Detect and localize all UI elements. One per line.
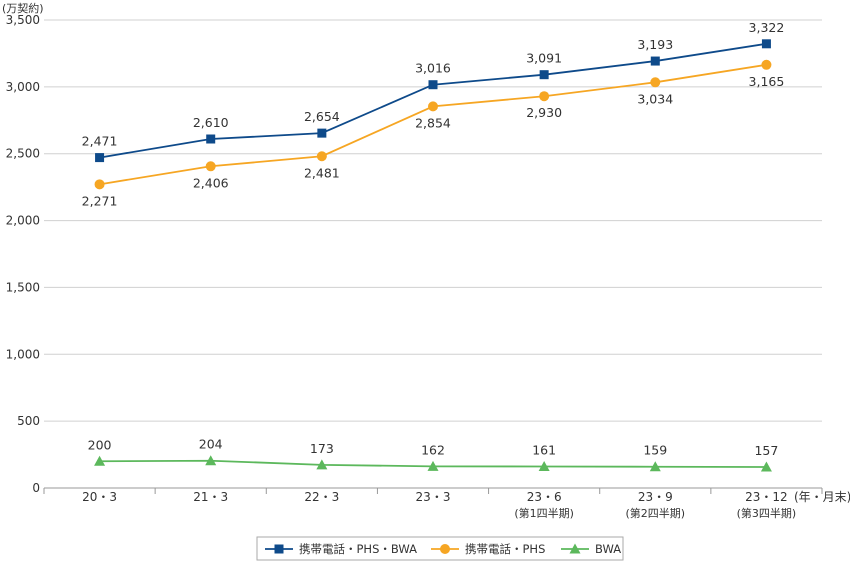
x-tick-label: 20・3: [82, 490, 117, 504]
data-label: 3,034: [637, 91, 673, 106]
x-tick-label: 23・3: [416, 490, 451, 504]
data-point: [206, 134, 216, 144]
data-point: [649, 461, 661, 472]
data-point: [316, 459, 328, 470]
y-tick-label: 500: [17, 414, 40, 428]
legend-marker: [569, 543, 581, 554]
data-label: 3,193: [637, 37, 673, 52]
data-label: 157: [754, 443, 778, 458]
x-tick-label: 21・3: [193, 490, 228, 504]
data-label: 2,481: [304, 165, 340, 180]
x-tick-label: 23・12: [745, 490, 788, 504]
data-label: 200: [88, 437, 112, 452]
data-point: [427, 460, 439, 471]
legend-item: 携帯電話・PHS: [431, 542, 545, 556]
data-label: 159: [643, 443, 667, 458]
data-point: [94, 455, 106, 466]
data-point: [205, 161, 216, 172]
data-point: [650, 77, 661, 88]
y-tick-label: 2,000: [6, 214, 40, 228]
legend-label: 携帯電話・PHS: [465, 542, 545, 556]
legend-label: BWA: [595, 542, 621, 556]
data-point: [539, 70, 549, 80]
y-axis-ticks: 0 500 1,000 1,500 2,000 2,500 3,000 3,500: [6, 13, 40, 495]
data-point: [761, 39, 771, 49]
data-label: 3,322: [749, 20, 785, 35]
data-label: 3,016: [415, 61, 451, 76]
data-label: 2,471: [82, 134, 118, 149]
y-tick-label: 2,500: [6, 147, 40, 161]
data-label: 2,610: [193, 115, 229, 130]
legend-marker: [440, 544, 450, 554]
legend-label: 携帯電話・PHS・BWA: [299, 542, 417, 556]
y-tick-label: 3,500: [6, 13, 40, 27]
x-unit-label: (年・月末): [794, 490, 850, 504]
data-label: 3,091: [526, 51, 562, 66]
series-group: 2,471 2,610 2,654 3,016 3,091 3,193 3,322 2,271…: [82, 20, 785, 472]
y-tick-label: 3,000: [6, 80, 40, 94]
data-label: 204: [199, 437, 223, 452]
data-point: [316, 151, 327, 162]
data-point: [205, 455, 217, 466]
data-label: 2,654: [304, 109, 340, 124]
data-label: 161: [532, 442, 556, 457]
legend-item: BWA: [561, 542, 621, 556]
data-point: [95, 153, 105, 163]
y-tick-label: 0: [32, 481, 40, 495]
x-tick-label: 22・3: [304, 490, 339, 504]
data-label: 2,271: [82, 193, 118, 208]
grid: [44, 19, 822, 489]
data-point: [94, 179, 105, 190]
y-unit-label: (万契約): [2, 1, 44, 15]
series-circle: 2,271 2,406 2,481 2,854 2,930 3,034 3,165: [82, 59, 785, 208]
legend: 携帯電話・PHS・BWA 携帯電話・PHS BWA: [256, 536, 624, 561]
data-label: 162: [421, 442, 445, 457]
data-point: [539, 91, 550, 102]
x-tick-sublabel: (第2四半期): [625, 506, 685, 520]
y-tick-label: 1,000: [6, 347, 40, 361]
x-tick-label: 23・6: [527, 490, 562, 504]
data-label: 2,854: [415, 115, 451, 130]
series-triangle: 200 204 173 162 161 159 157: [88, 437, 778, 472]
data-label: 2,406: [193, 175, 229, 190]
legend-item: 携帯電話・PHS・BWA: [265, 542, 417, 556]
data-point: [650, 56, 660, 66]
x-axis: 20・3 21・3 22・3 23・3 23・6 (第1四半期) 23・9 (第2四半期) 23…: [43, 488, 823, 520]
data-label: 3,165: [749, 74, 785, 89]
x-tick-sublabel: (第1四半期): [514, 506, 574, 520]
data-point: [428, 101, 438, 112]
data-point: [428, 80, 438, 90]
data-point: [760, 461, 772, 472]
data-point: [761, 59, 772, 70]
x-tick-label: 23・9: [638, 490, 673, 504]
data-label: 173: [310, 441, 334, 456]
data-point: [538, 460, 550, 471]
y-tick-label: 1,500: [6, 280, 40, 294]
series-square: 2,471 2,610 2,654 3,016 3,091 3,193 3,322: [82, 20, 785, 163]
legend-marker: [274, 544, 284, 554]
data-label: 2,930: [526, 105, 562, 120]
data-point: [317, 128, 327, 138]
x-tick-sublabel: (第3四半期): [737, 506, 797, 520]
